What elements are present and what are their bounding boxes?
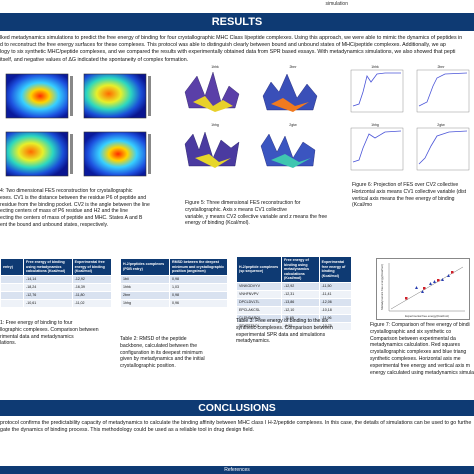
synthetic-point — [415, 286, 418, 289]
table-header: Free energy of binding using metadynamic… — [281, 256, 320, 283]
table-row: 1bii 0,98 — [120, 274, 228, 284]
table-3: H-2/peptide complexes (sp sequence) Free… — [236, 256, 353, 331]
crystal-point — [405, 297, 408, 300]
corner-text: simulation — [325, 1, 348, 7]
projection-curve — [418, 130, 468, 165]
synthetic-point — [421, 290, 424, 293]
table-row: 2bnr 0,98 — [120, 290, 228, 300]
table-row: -12,76 -11,80 — [0, 290, 113, 300]
synthetic-point — [441, 278, 444, 281]
table-header: RMSD between the deepest minimum and cry… — [169, 258, 228, 276]
table-header: Experimental free energy of binding (Kca… — [318, 256, 353, 283]
intro-text: lked metadynamics simulations to predict… — [0, 35, 474, 64]
table-header: entry) — [0, 258, 24, 276]
table-2-caption: Table 2: RMSD of the peptide backbone, c… — [120, 336, 205, 370]
table-header: Free energy of binding using metadynamic… — [23, 258, 73, 276]
x-axis-label: Experimental free energy(Kcal/mol) — [405, 314, 449, 318]
table-row: VNHFNVPV -12,31 -11,41 — [236, 289, 353, 299]
heatmap-panel — [83, 131, 147, 177]
crystal-point — [423, 287, 426, 290]
figure-5-caption: Figure 5: Three dimensional FES reconstr… — [185, 200, 328, 227]
panel-title: 2bnr — [289, 65, 297, 69]
figure-5: 1hhk 2bnr 1hhg 2gtw — [175, 62, 335, 182]
projection-curve — [352, 72, 401, 107]
fes-projections: 1hhk 2bnr 1hhg 2gtw — [350, 65, 470, 171]
intro-line: lked metadynamics simulations to predict… — [0, 35, 463, 41]
figure-6-caption: Figure 6: Projection of FES over CV2 col… — [352, 182, 467, 209]
panel-title: 2bnr — [437, 65, 445, 69]
table-row: CLSNDARQL -11,65 -11,96 — [236, 313, 353, 323]
heatmap-panel — [5, 73, 69, 119]
synthetic-point — [447, 274, 450, 277]
figure-4-caption: 4: Two dimensional FES reconstruction fo… — [0, 188, 150, 228]
table-row: 1hhk 1,03 — [120, 282, 228, 292]
crystal-point — [437, 279, 440, 282]
crystal-point — [451, 271, 454, 274]
panel-title: 2gtw — [289, 123, 297, 127]
references-banner[interactable]: References — [0, 466, 474, 474]
table-2: H-2/peptides complexes (PDB entry) RMSD … — [120, 258, 228, 308]
surface-3d — [184, 71, 240, 109]
figure-4 — [0, 70, 160, 190]
table-row: DPCLDVLTL -13,86 -12,06 — [236, 297, 353, 307]
y-axis-label: Metadynamics free energy(Kcal/mol) — [380, 264, 384, 310]
fes-3d-surfaces: 1hhk 2bnr 1hhg 2gtw — [184, 65, 318, 168]
synthetic-point — [429, 282, 432, 285]
table-row: SFVTSTAQL -9,55 -10,75 — [236, 321, 353, 331]
panel-title: 1hhg — [211, 123, 219, 127]
figure-7-scatter: Experimental free energy(Kcal/mol) Metad… — [376, 258, 470, 320]
table-1-caption: 1: Free energy of binding to four llogra… — [0, 320, 99, 347]
intro-line: itself, and negative values of ΔG indica… — [0, 56, 189, 63]
projection-curve — [418, 72, 468, 107]
conclusions-banner: CONCLUSIONS — [0, 400, 474, 416]
table-1: entry) Free energy of binding using meta… — [0, 258, 113, 308]
panel-title: 1hhg — [371, 123, 379, 127]
heatmap-panel — [5, 131, 69, 177]
heatmap-panel — [83, 73, 147, 119]
table-header: H-2/peptides complexes (PDB entry) — [120, 258, 170, 276]
panel-title: 2gtw — [437, 123, 445, 127]
table-row: EPCLAKCSL -12,10 -10,18 — [236, 305, 353, 315]
table-header: H-2/peptide complexes (sp sequence) — [236, 256, 282, 283]
intro-line: d to reconstruct the free energy surface… — [0, 42, 446, 49]
fes-2d-heatmaps — [5, 73, 151, 177]
results-banner: RESULTS — [0, 13, 474, 31]
table-row: -14,14 -12,92 — [0, 274, 113, 284]
figure-6: 1hhk 2bnr 1hhg 2gtw — [345, 62, 474, 182]
table-row: -10,61 -11,02 — [0, 298, 113, 308]
table-header: Experimental free energy of binding (Kca… — [71, 258, 113, 276]
conclusions-text: protocol confirms the predictability cap… — [0, 420, 474, 434]
top-strip: simulation — [0, 0, 474, 12]
conclusion-line: protocol confirms the predictability cap… — [0, 420, 472, 426]
figure-7-caption: Figure 7: Comparison of free energy of b… — [370, 322, 474, 376]
table-row: VINKGDVYV -12,92 -11,50 — [236, 281, 353, 291]
table-row: -18,24 -16,39 — [0, 282, 113, 292]
panel-title: 1hhk — [371, 65, 379, 69]
synthetic-point — [433, 280, 436, 283]
intro-line: logy to six synthetic MHC/peptide comple… — [0, 49, 456, 56]
table-3-caption: Table 3: Free energy of binding to the s… — [236, 318, 333, 345]
panel-title: 1hhk — [211, 65, 219, 69]
table-row: 1hhg 0,96 — [120, 298, 228, 308]
projection-curve — [352, 130, 402, 163]
conclusion-line: gate the dynamics of binding process. Th… — [0, 427, 255, 434]
fit-line — [390, 266, 464, 310]
